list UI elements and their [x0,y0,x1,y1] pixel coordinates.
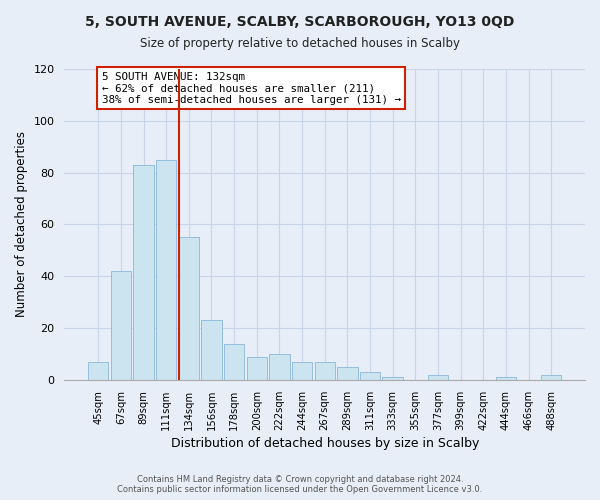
Bar [133,165,154,380]
Bar [88,362,109,380]
Bar [541,375,562,380]
Bar [224,344,244,380]
Text: Contains HM Land Registry data © Crown copyright and database right 2024.
Contai: Contains HM Land Registry data © Crown c… [118,474,482,494]
Bar [337,367,358,380]
Bar [496,378,516,380]
Text: 5, SOUTH AVENUE, SCALBY, SCARBOROUGH, YO13 0QD: 5, SOUTH AVENUE, SCALBY, SCARBOROUGH, YO… [85,15,515,29]
Bar [179,238,199,380]
Bar [428,375,448,380]
Y-axis label: Number of detached properties: Number of detached properties [15,132,28,318]
Bar [292,362,312,380]
Bar [156,160,176,380]
Bar [360,372,380,380]
Bar [111,271,131,380]
Bar [269,354,290,380]
X-axis label: Distribution of detached houses by size in Scalby: Distribution of detached houses by size … [170,437,479,450]
Bar [382,378,403,380]
Bar [201,320,221,380]
Bar [314,362,335,380]
Text: 5 SOUTH AVENUE: 132sqm
← 62% of detached houses are smaller (211)
38% of semi-de: 5 SOUTH AVENUE: 132sqm ← 62% of detached… [101,72,401,105]
Bar [247,356,267,380]
Text: Size of property relative to detached houses in Scalby: Size of property relative to detached ho… [140,38,460,51]
